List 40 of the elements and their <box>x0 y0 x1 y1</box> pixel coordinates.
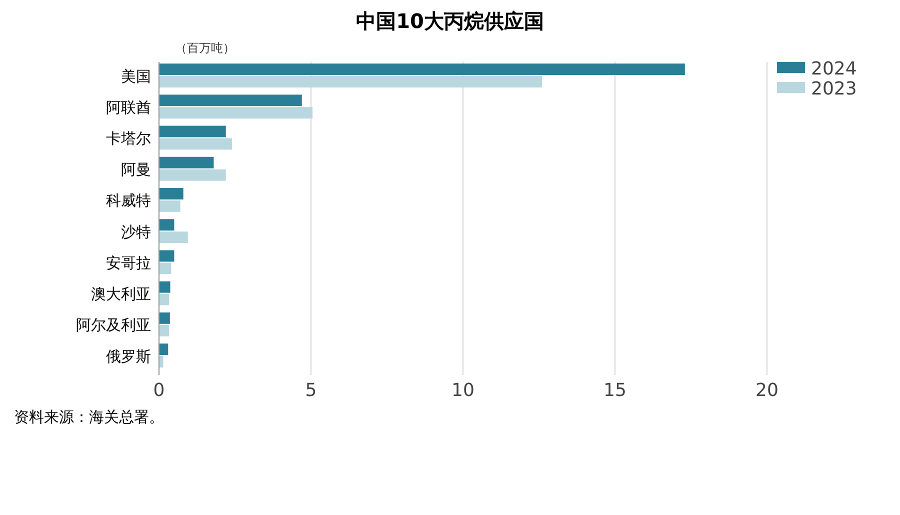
bar <box>159 281 170 293</box>
bar <box>159 76 542 88</box>
text: 资料来源：海关总署。 <box>14 408 164 426</box>
y-tick-label: 澳大利亚 <box>91 285 151 304</box>
legend-label: 2024 <box>811 58 857 80</box>
y-tick-label: 俄罗斯 <box>106 347 151 366</box>
bar <box>159 250 174 262</box>
legend-label: 2023 <box>811 78 857 100</box>
bar <box>159 356 164 368</box>
y-tick-label: 沙特 <box>121 222 151 241</box>
bar <box>159 188 184 200</box>
bar <box>159 200 180 212</box>
bar <box>159 64 685 75</box>
text: （百万吨） <box>175 41 235 55</box>
x-tick-label: 10 <box>452 380 474 401</box>
bar <box>159 262 172 274</box>
x-tick-label: 20 <box>756 380 778 401</box>
y-tick-label: 美国 <box>121 67 151 86</box>
bar <box>159 94 302 106</box>
y-tick-label: 安哥拉 <box>106 254 151 272</box>
y-tick-label: 阿联酋 <box>106 98 151 116</box>
bar <box>159 324 170 336</box>
bar <box>159 169 226 181</box>
y-tick-label: 科威特 <box>106 192 151 210</box>
bar <box>159 344 168 355</box>
bar <box>159 219 174 231</box>
bar <box>159 138 232 150</box>
y-tick-label: 阿曼 <box>121 160 151 179</box>
bar <box>159 126 226 138</box>
y-tick-label: 阿尔及利亚 <box>76 316 151 334</box>
bar <box>159 294 170 306</box>
chart-title: 中国10大丙烷供应国 <box>356 9 544 33</box>
x-tick-label: 5 <box>305 380 317 401</box>
bar <box>159 312 170 324</box>
bar <box>159 232 188 243</box>
x-tick-label: 15 <box>604 380 626 401</box>
x-tick-label: 0 <box>153 380 165 401</box>
y-tick-label: 卡塔尔 <box>106 129 151 148</box>
bar <box>159 156 214 168</box>
bar <box>159 107 313 119</box>
